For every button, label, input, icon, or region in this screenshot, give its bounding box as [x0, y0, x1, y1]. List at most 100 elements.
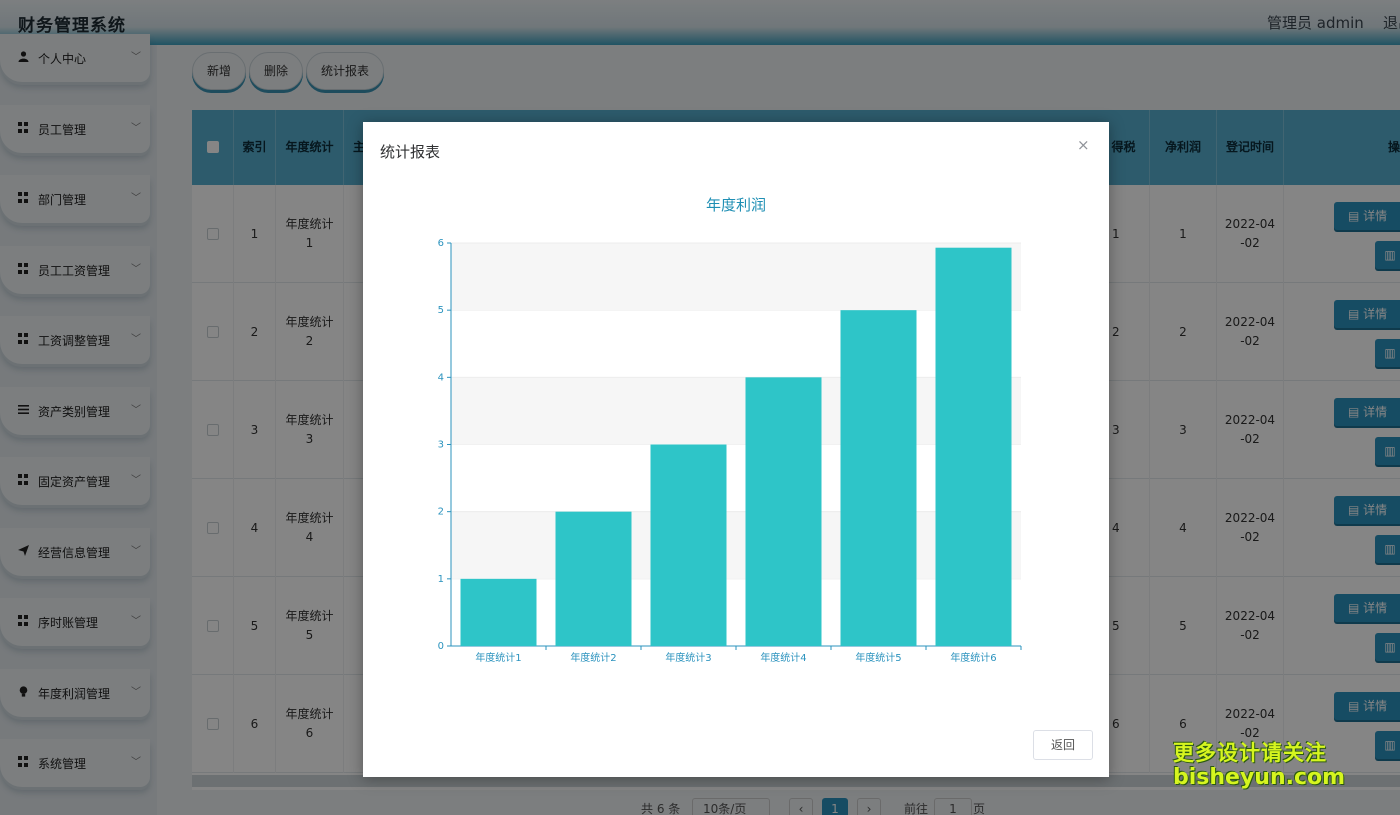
x-tick-label: 年度统计5 [855, 651, 901, 664]
add-button[interactable]: 新增 [192, 52, 246, 90]
bar [935, 247, 1012, 646]
cell-date: 2022-04 -02 [1217, 577, 1284, 675]
row-checkbox[interactable] [206, 522, 219, 534]
cell-index: 1 [234, 185, 276, 283]
chevron-down-icon: ﹀ [131, 123, 141, 134]
cell-name-line1: 年度统计 [285, 707, 334, 721]
x-tick-label: 年度统计6 [950, 651, 996, 664]
detail-label: 详情 [1363, 699, 1388, 713]
sidebar-item-department[interactable]: 部门管理 ﹀ [0, 175, 150, 223]
next-page-button[interactable]: › [857, 798, 881, 815]
sidebar-item-business-info[interactable]: 经营信息管理 ﹀ [0, 528, 150, 576]
bar [555, 511, 632, 646]
detail-button[interactable]: ▤ 详情 [1334, 202, 1400, 230]
select-all-checkbox[interactable] [206, 141, 219, 153]
row-checkbox[interactable] [206, 718, 219, 730]
sidebar-item-personal-center[interactable]: 个人中心 ﹀ [0, 34, 150, 82]
cell-date: 2022-04 -02 [1217, 381, 1284, 479]
x-tick-label: 年度统计4 [760, 651, 806, 664]
cell-date-line2: -02 [1240, 334, 1260, 348]
watermark-line2: bisheyun.com [1173, 765, 1346, 790]
delete-row-button[interactable]: ▥ [1375, 241, 1400, 269]
detail-label: 详情 [1363, 209, 1388, 223]
cell-index: 2 [234, 283, 276, 381]
cell-name-line2: 1 [305, 236, 314, 250]
trash-icon: ▥ [1384, 444, 1396, 458]
col-actions: 操 [1387, 140, 1400, 154]
grid-icon [18, 122, 29, 133]
page-unit-label: 页 [973, 802, 986, 815]
horizontal-scrollbar[interactable] [192, 775, 1400, 787]
cell-name-line1: 年度统计 [285, 413, 334, 427]
delete-row-button[interactable]: ▥ [1375, 731, 1400, 759]
delete-row-button[interactable]: ▥ [1375, 535, 1400, 563]
sidebar-item-annual-profit[interactable]: 年度利润管理 ﹀ [0, 669, 150, 717]
cell-name: 年度统计 5 [276, 577, 344, 675]
row-checkbox[interactable] [206, 326, 219, 338]
cell-profit: 6 [1150, 675, 1217, 773]
trash-icon: ▥ [1384, 640, 1396, 654]
cell-date-line1: 2022-04 [1224, 315, 1276, 329]
detail-button[interactable]: ▤ 详情 [1334, 594, 1400, 622]
sidebar-item-fixed-asset[interactable]: 固定资产管理 ﹀ [0, 457, 150, 505]
detail-button[interactable]: ▤ 详情 [1334, 496, 1400, 524]
cell-name-line2: 4 [305, 530, 314, 544]
page-number-current[interactable]: 1 [822, 798, 848, 815]
sidebar-item-label: 经营信息管理 [38, 546, 111, 560]
cell-name: 年度统计 2 [276, 283, 344, 381]
chevron-down-icon: ﹀ [131, 52, 141, 63]
col-tax: 得税 [1098, 110, 1150, 185]
cell-profit: 1 [1150, 185, 1217, 283]
sidebar-item-asset-category[interactable]: 资产类别管理 ﹀ [0, 387, 150, 435]
report-button[interactable]: 统计报表 [306, 52, 384, 90]
detail-icon: ▤ [1348, 209, 1364, 223]
delete-button[interactable]: 删除 [249, 52, 303, 90]
bar [460, 578, 537, 646]
delete-row-button[interactable]: ▥ [1375, 339, 1400, 367]
row-select-cell [192, 675, 234, 773]
dialog-title: 统计报表 [380, 143, 441, 161]
detail-button[interactable]: ▤ 详情 [1334, 692, 1400, 720]
delete-row-button[interactable]: ▥ [1375, 633, 1400, 661]
delete-row-button[interactable]: ▥ [1375, 437, 1400, 465]
user-icon [18, 51, 29, 62]
send-icon [18, 545, 29, 556]
sidebar-item-journal[interactable]: 序时账管理 ﹀ [0, 598, 150, 646]
watermark: 更多设计请关注 bisheyun.com [1173, 737, 1345, 790]
row-select-cell [192, 283, 234, 381]
back-button[interactable]: 返回 [1033, 730, 1093, 760]
user-name: 管理员 admin [1267, 14, 1364, 32]
detail-icon: ▤ [1348, 601, 1364, 615]
cell-date: 2022-04 -02 [1217, 675, 1284, 773]
y-tick-label: 3 [438, 440, 444, 451]
detail-icon: ▤ [1348, 503, 1364, 517]
cell-name-line1: 年度统计 [285, 511, 334, 525]
row-checkbox[interactable] [206, 228, 219, 240]
detail-button[interactable]: ▤ 详情 [1334, 300, 1400, 328]
row-checkbox[interactable] [206, 424, 219, 436]
cell-date-line2: -02 [1240, 432, 1260, 446]
y-tick-label: 1 [438, 574, 444, 585]
logout-link[interactable]: 退出 [1383, 14, 1400, 32]
cell-name-line1: 年度统计 [285, 217, 334, 231]
cell-date-line1: 2022-04 [1224, 511, 1276, 525]
page-size-select[interactable]: 10条/页 [692, 798, 770, 815]
sidebar-item-employee[interactable]: 员工管理 ﹀ [0, 105, 150, 153]
sidebar-item-system[interactable]: 系统管理 ﹀ [0, 739, 150, 787]
x-tick-label: 年度统计3 [665, 651, 711, 664]
sidebar-item-salary[interactable]: 员工工资管理 ﹀ [0, 246, 150, 294]
chevron-down-icon: ﹀ [131, 546, 141, 557]
col-main: 主 [352, 140, 365, 154]
sidebar: 个人中心 ﹀ 员工管理 ﹀ 部门管理 ﹀ 员工工资管理 ﹀ 工资调整管理 ﹀ 资… [0, 34, 157, 815]
chevron-down-icon: ﹀ [131, 475, 141, 486]
trash-icon: ▥ [1384, 738, 1396, 752]
cell-date-line2: -02 [1240, 628, 1260, 642]
close-icon[interactable]: × [1077, 136, 1090, 154]
detail-button[interactable]: ▤ 详情 [1334, 398, 1400, 426]
prev-page-button[interactable]: ‹ [789, 798, 813, 815]
row-checkbox[interactable] [206, 620, 219, 632]
sidebar-item-salary-adjust[interactable]: 工资调整管理 ﹀ [0, 316, 150, 364]
x-tick-label: 年度统计2 [570, 651, 616, 664]
goto-input[interactable]: 1 [934, 798, 972, 815]
chart-title: 年度利润 [705, 196, 766, 214]
